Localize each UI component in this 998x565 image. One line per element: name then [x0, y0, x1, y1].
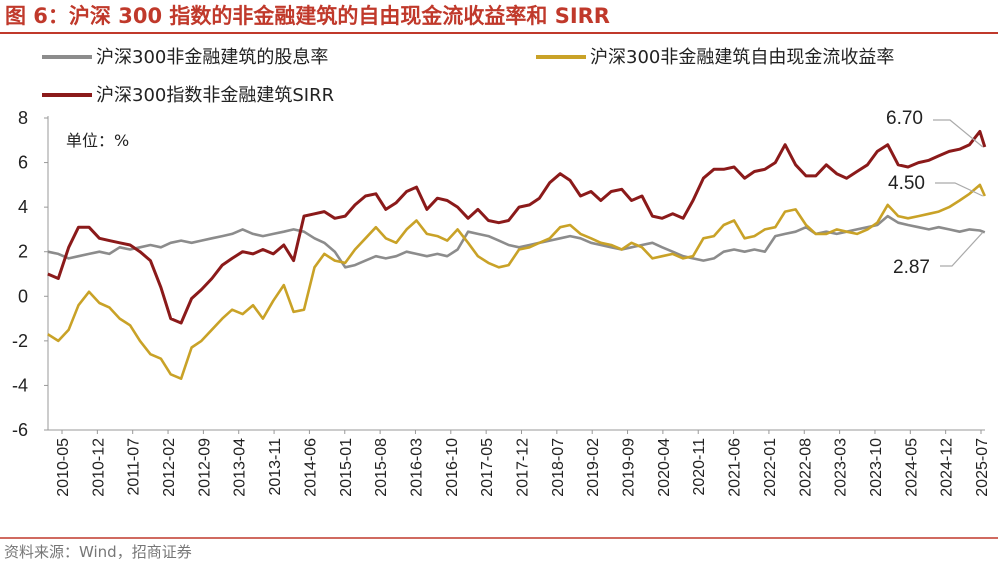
series-line-sirr [47, 129, 987, 325]
legend-label-fcf: 沪深300非金融建筑自由现金流收益率 [590, 47, 894, 68]
x-tick-label: 2017-05 [479, 438, 496, 497]
y-tick-label: 2 [18, 242, 28, 262]
y-tick-label: 8 [18, 108, 28, 128]
legend-label-dividend: 沪深300非金融建筑的股息率 [96, 47, 328, 68]
x-tick-label: 2012-09 [196, 438, 213, 497]
x-tick-label: 2010-12 [90, 438, 107, 497]
x-tick-label: 2019-09 [621, 438, 638, 497]
x-tick-label: 2021-06 [727, 438, 744, 497]
x-tick-label: 2018-07 [550, 438, 567, 497]
x-tick-label: 2016-10 [444, 438, 461, 497]
y-axis: 8 6 4 2 0 -2 -4 -6 [12, 108, 49, 440]
legend-label-sirr: 沪深300指数非金融建筑SIRR [96, 85, 334, 106]
x-tick-label: 2010-05 [55, 438, 72, 497]
source-note: 资料来源：Wind，招商证券 [4, 543, 192, 561]
annotation-sirr-end: 6.70 [886, 108, 923, 129]
x-tick-label: 2013-11 [267, 438, 284, 496]
x-tick-label: 2015-08 [373, 438, 390, 497]
y-tick-label: -2 [12, 331, 28, 351]
legend: 沪深300非金融建筑的股息率 沪深300非金融建筑自由现金流收益率 沪深300指… [42, 47, 894, 106]
y-tick-label: 4 [18, 197, 28, 217]
x-tick-label: 2022-01 [762, 438, 779, 497]
y-tick-label: 6 [18, 153, 28, 173]
y-tick-label: -6 [12, 420, 28, 440]
y-tick-label: -4 [12, 375, 28, 395]
series-line-dividend-yield [47, 214, 986, 269]
annotation-sirr-end-leader [933, 119, 984, 148]
x-tick-label: 2012-02 [161, 438, 178, 497]
annotations: 6.70 4.50 2.87 [886, 108, 984, 278]
x-tick-label: 2025-07 [974, 438, 991, 497]
x-tick-label: 2016-03 [408, 438, 425, 497]
x-tick-label: 2013-04 [232, 438, 249, 497]
series-lines [47, 129, 987, 381]
x-tick-label: 2017-12 [515, 438, 532, 497]
series-line-fcf-yield [47, 183, 986, 381]
x-tick-label: 2020-04 [656, 438, 673, 497]
annotation-fcf-end: 4.50 [888, 173, 925, 194]
unit-label: 单位：% [66, 131, 129, 150]
y-tick-label: 0 [18, 286, 28, 306]
x-tick-label: 2011-07 [126, 438, 143, 496]
x-tick-label: 2015-01 [338, 438, 355, 497]
x-tick-label: 2023-10 [868, 438, 885, 497]
annotation-dividend-end: 2.87 [893, 257, 930, 278]
chart-title: 图 6：沪深 300 指数的非金融建筑的自由现金流收益率和 SIRR [5, 4, 610, 28]
x-tick-label: 2023-03 [833, 438, 850, 497]
x-tick-label: 2019-02 [585, 438, 602, 497]
annotation-dividend-end-leader [940, 231, 984, 267]
x-tick-label: 2014-06 [302, 438, 319, 497]
annotation-fcf-end-leader [935, 182, 984, 197]
x-tick-label: 2024-12 [939, 438, 956, 497]
x-axis: 2010-05 2010-12 2011-07 2012-02 2012-09 2013-… [48, 429, 991, 497]
x-tick-label: 2020-11 [691, 438, 708, 496]
x-tick-label: 2024-05 [903, 438, 920, 497]
x-tick-label: 2022-08 [797, 438, 814, 497]
